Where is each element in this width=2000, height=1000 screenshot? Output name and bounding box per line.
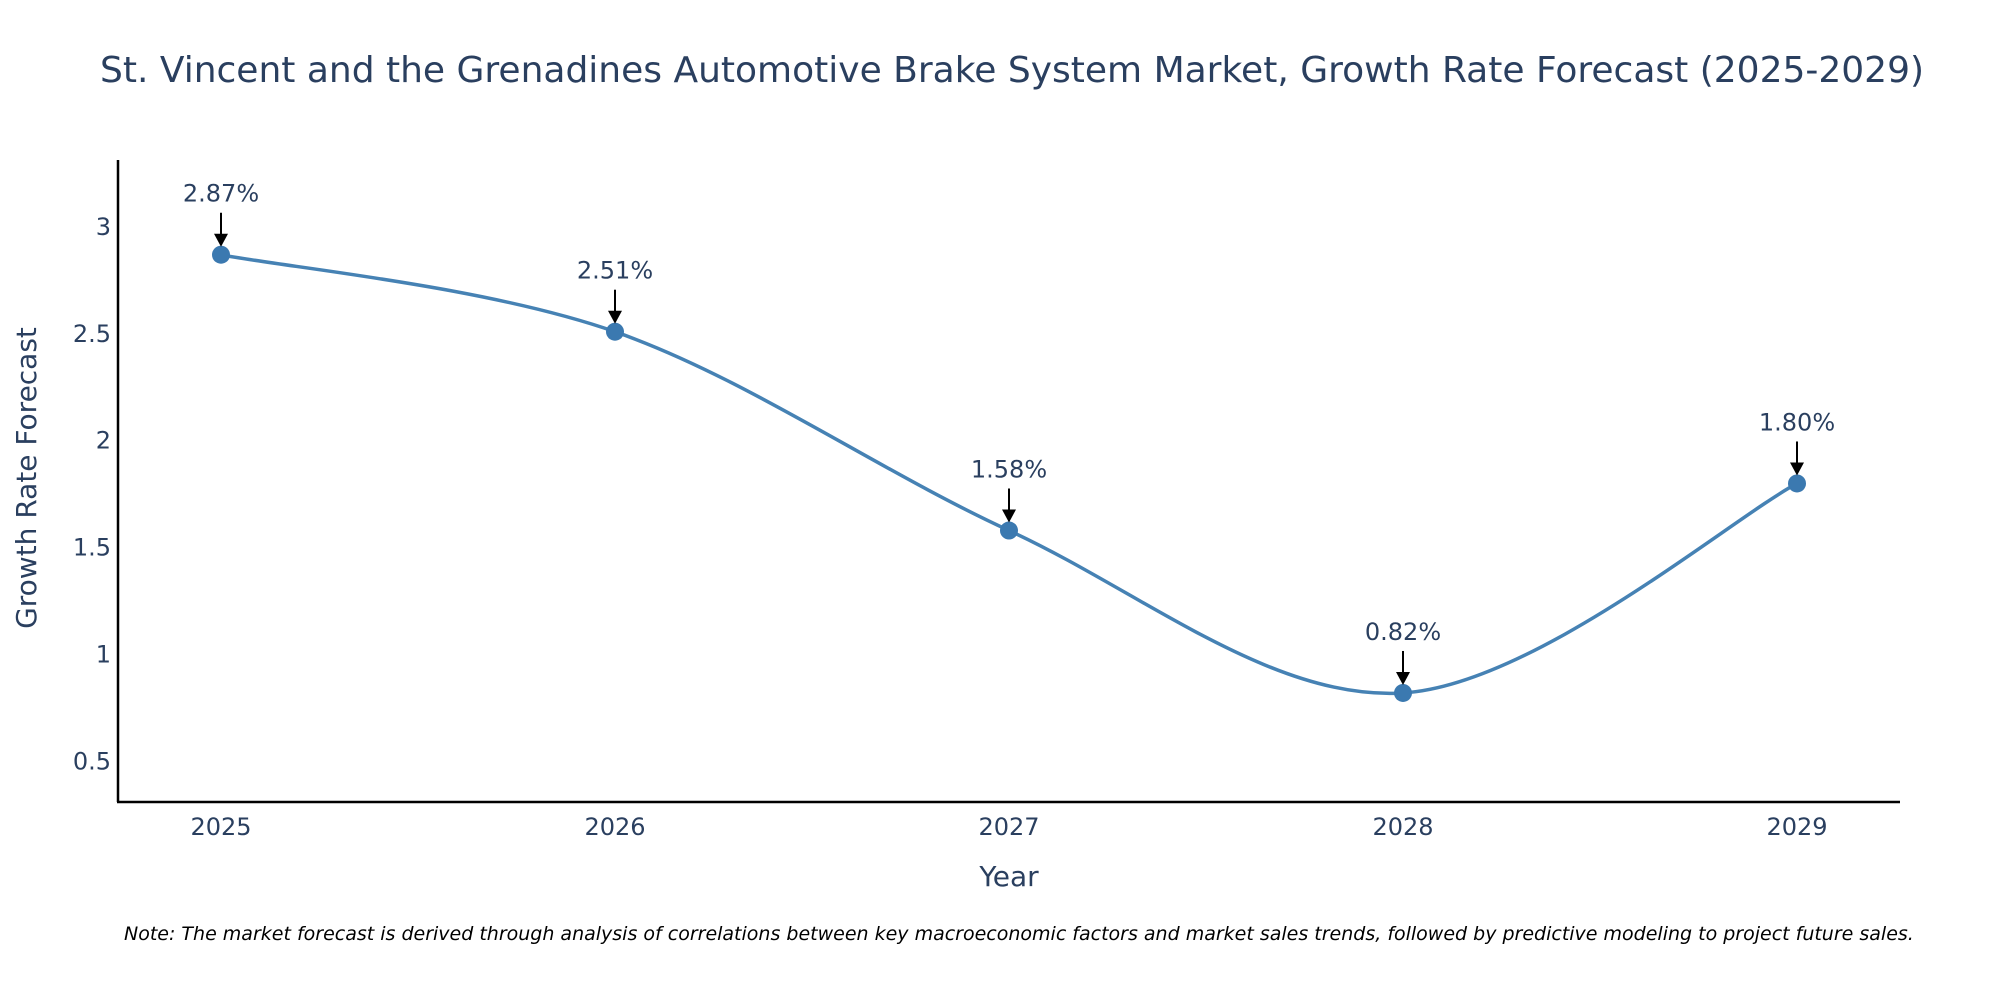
annotation-arrow-head xyxy=(1396,671,1410,685)
annotation-label: 0.82% xyxy=(1365,618,1441,646)
y-tick-label: 0.5 xyxy=(73,747,111,775)
x-tick-label: 2025 xyxy=(190,813,251,841)
x-tick-label: 2028 xyxy=(1372,813,1433,841)
data-point-2028 xyxy=(1394,683,1412,702)
axes xyxy=(116,160,1900,804)
annotation-2028: 0.82% xyxy=(1365,618,1441,685)
annotation-2029: 1.80% xyxy=(1759,408,1835,476)
y-tick-label: 2 xyxy=(96,427,111,455)
annotation-label: 1.58% xyxy=(971,456,1047,484)
markers xyxy=(212,245,1806,702)
chart-note: Note: The market forecast is derived thr… xyxy=(124,923,1914,945)
annotation-arrow-head xyxy=(1002,509,1016,523)
data-point-2026 xyxy=(606,322,624,341)
x-axis-title: Year xyxy=(978,860,1039,893)
y-tick-label: 1.5 xyxy=(73,534,111,562)
annotations: 2.87% 2.51% 1.58% 0.82% 1.80% xyxy=(183,180,1835,685)
annotation-2026: 2.51% xyxy=(577,257,653,324)
annotation-label: 1.80% xyxy=(1759,408,1835,436)
chart-title: St. Vincent and the Grenadines Automotiv… xyxy=(100,50,1924,91)
data-point-2029 xyxy=(1788,474,1806,493)
y-tick-label: 1 xyxy=(96,640,111,668)
annotation-arrow-head xyxy=(214,233,228,247)
data-point-2025 xyxy=(212,245,230,264)
y-tick-label: 2.5 xyxy=(73,320,111,348)
annotation-label: 2.51% xyxy=(577,257,653,285)
y-ticks: 0.5 1 1.5 2 2.5 3 xyxy=(73,213,111,775)
x-tick-label: 2026 xyxy=(584,813,645,841)
annotation-label: 2.87% xyxy=(183,180,259,208)
data-point-2027 xyxy=(1000,521,1018,540)
x-tick-label: 2027 xyxy=(978,813,1039,841)
annotation-2027: 1.58% xyxy=(971,456,1047,523)
y-axis-title: Growth Rate Forecast xyxy=(10,327,43,629)
annotation-arrow-head xyxy=(608,310,622,324)
x-tick-label: 2029 xyxy=(1766,813,1827,841)
annotation-arrow-head xyxy=(1790,462,1804,476)
y-tick-label: 3 xyxy=(96,213,111,241)
x-ticks: 2025 2026 2027 2028 2029 xyxy=(190,813,1827,841)
annotation-2025: 2.87% xyxy=(183,180,259,247)
